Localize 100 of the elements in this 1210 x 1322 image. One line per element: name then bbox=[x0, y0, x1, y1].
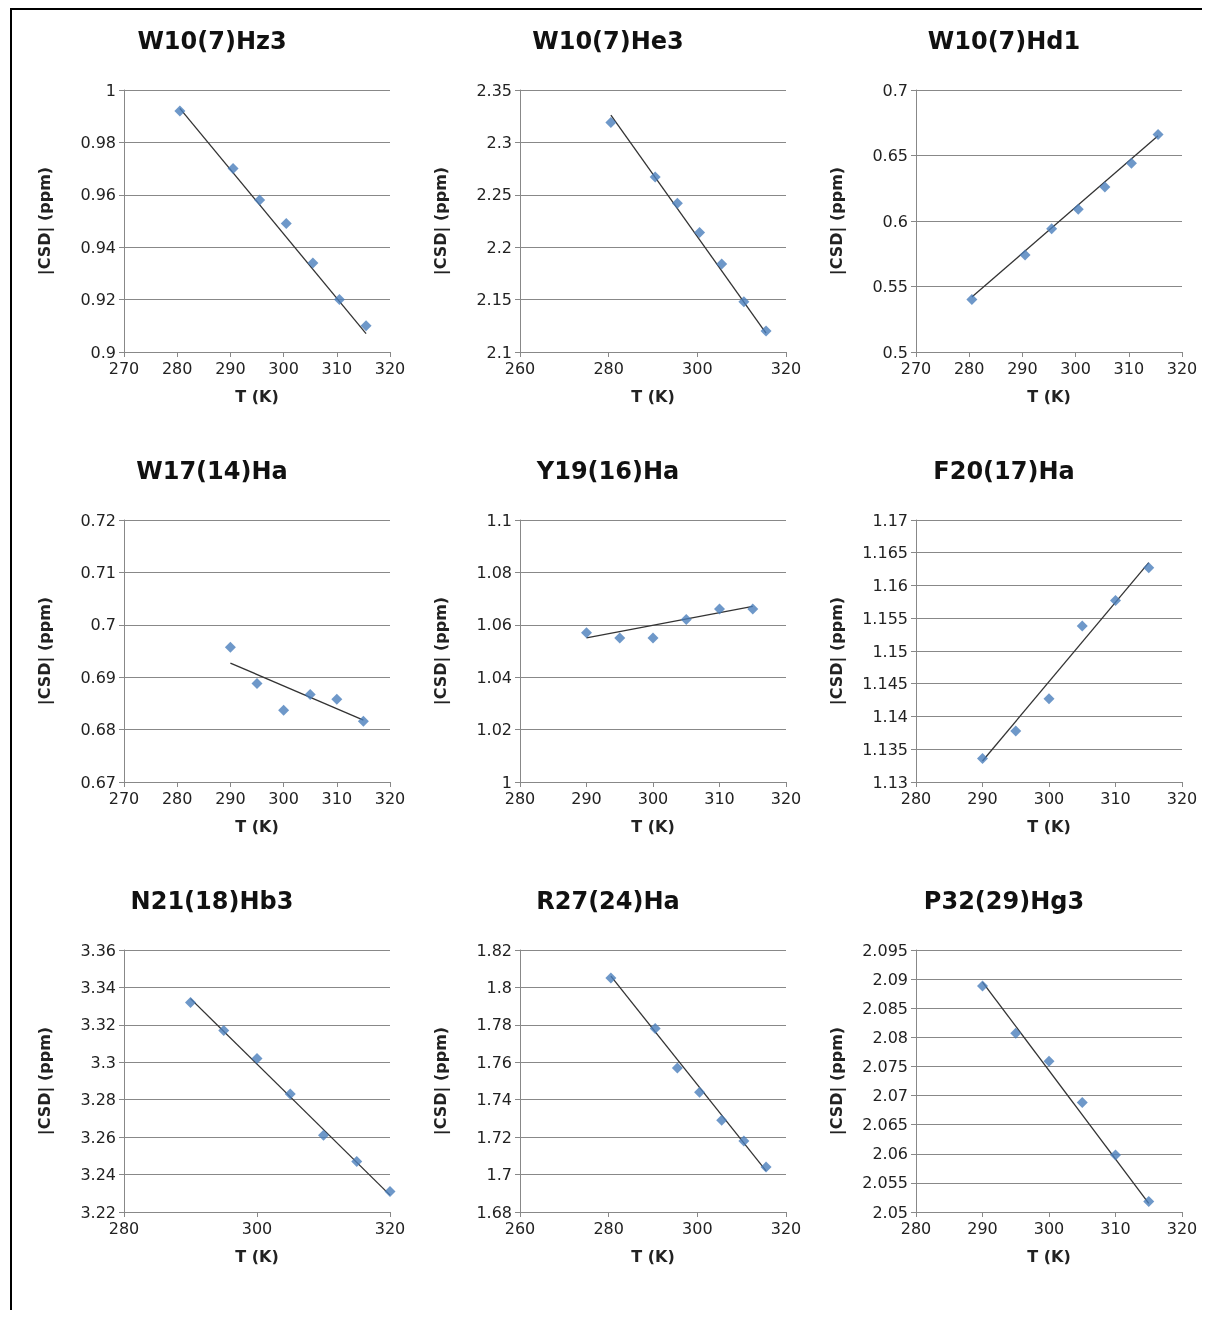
point bbox=[1110, 595, 1121, 607]
point bbox=[747, 603, 759, 615]
x-tick-label: 320 bbox=[770, 1218, 802, 1238]
chart-title: P32(29)Hg3 bbox=[923, 887, 1085, 915]
x-tick-label: 300 bbox=[637, 788, 669, 808]
point bbox=[1076, 1097, 1088, 1109]
x-tick-label: 300 bbox=[268, 358, 299, 378]
x-tick-label: 320 bbox=[374, 358, 406, 378]
point bbox=[649, 1023, 661, 1035]
y-tick-label: 1.02 bbox=[476, 720, 512, 740]
point bbox=[605, 972, 617, 984]
point bbox=[251, 677, 263, 689]
y-tick-label: 1.16 bbox=[872, 576, 908, 595]
point bbox=[738, 296, 750, 308]
y-tick-label: 1.72 bbox=[476, 1127, 512, 1147]
point bbox=[1010, 725, 1022, 737]
point bbox=[307, 257, 319, 269]
point bbox=[581, 627, 592, 639]
point bbox=[1152, 129, 1164, 141]
y-tick-label: 1.14 bbox=[872, 707, 908, 726]
y-tick-label: 1.17 bbox=[872, 510, 908, 530]
point bbox=[351, 1155, 363, 1167]
y-tick-label: 2.07 bbox=[872, 1086, 908, 1106]
y-tick-label: 2.25 bbox=[476, 185, 512, 205]
chart-title: F20(17)Ha bbox=[933, 457, 1075, 485]
point bbox=[1143, 1196, 1155, 1208]
x-tick-label: 300 bbox=[682, 1218, 713, 1238]
point bbox=[716, 1114, 728, 1126]
x-tick-label: 280 bbox=[593, 358, 624, 378]
y-tick-label: 0.98 bbox=[80, 132, 116, 152]
y-tick-label: 2.065 bbox=[862, 1115, 908, 1135]
point bbox=[360, 320, 372, 332]
y-tick-label: 2.075 bbox=[862, 1056, 908, 1076]
point bbox=[671, 1062, 683, 1074]
y-axis-title: |CSD| (ppm) bbox=[430, 596, 451, 706]
x-tick-label: 320 bbox=[1166, 788, 1198, 808]
y-tick-label: 0.92 bbox=[80, 290, 116, 310]
y-tick-label: 2.15 bbox=[476, 290, 512, 310]
x-tick-label: 320 bbox=[374, 788, 406, 808]
y-axis-title: |CSD| (ppm) bbox=[34, 1026, 55, 1136]
point bbox=[284, 1088, 296, 1100]
point bbox=[227, 163, 239, 175]
point bbox=[1010, 1027, 1022, 1039]
point bbox=[647, 632, 659, 644]
y-tick-label: 1.7 bbox=[486, 1165, 512, 1185]
point bbox=[1043, 693, 1055, 705]
y-tick-label: 2.085 bbox=[862, 998, 908, 1018]
y-tick-label: 3.36 bbox=[80, 940, 116, 960]
y-axis-title: |CSD| (ppm) bbox=[826, 1026, 847, 1136]
point bbox=[304, 688, 316, 700]
x-axis-title: T (K) bbox=[1027, 1246, 1071, 1266]
x-tick-label: 300 bbox=[241, 1218, 273, 1238]
y-tick-label: 0.6 bbox=[882, 211, 908, 231]
x-axis-title: T (K) bbox=[1027, 386, 1071, 406]
x-axis-title: T (K) bbox=[235, 386, 279, 406]
y-tick-label: 0.94 bbox=[80, 237, 116, 257]
y-tick-label: 0.71 bbox=[80, 562, 116, 582]
point bbox=[649, 171, 661, 183]
y-tick-label: 2.2 bbox=[486, 237, 512, 257]
x-axis-title: T (K) bbox=[1027, 816, 1071, 836]
y-tick-label: 1.74 bbox=[476, 1090, 512, 1110]
x-tick-label: 310 bbox=[1113, 358, 1145, 378]
y-tick-label: 2.09 bbox=[872, 969, 908, 989]
y-tick-label: 0.69 bbox=[80, 667, 116, 687]
x-tick-label: 310 bbox=[321, 358, 353, 378]
x-tick-label: 310 bbox=[704, 788, 735, 808]
y-tick-label: 0.55 bbox=[872, 277, 908, 296]
y-tick-label: 0.65 bbox=[872, 146, 908, 165]
point bbox=[384, 1185, 396, 1197]
y-tick-label: 2.095 bbox=[862, 940, 908, 960]
point bbox=[966, 294, 978, 306]
point bbox=[738, 1135, 750, 1147]
x-axis-title: T (K) bbox=[235, 1246, 279, 1266]
point bbox=[680, 614, 692, 626]
point bbox=[331, 693, 343, 705]
point bbox=[694, 1086, 706, 1098]
y-tick-label: 0.72 bbox=[80, 510, 116, 530]
point bbox=[280, 218, 292, 230]
point bbox=[318, 1129, 329, 1141]
point bbox=[174, 105, 186, 117]
x-tick-label: 320 bbox=[374, 1218, 406, 1238]
x-tick-label: 290 bbox=[1007, 358, 1038, 378]
y-tick-label: 3.24 bbox=[80, 1165, 116, 1185]
y-tick-label: 0.7 bbox=[90, 615, 116, 635]
point bbox=[605, 116, 617, 128]
point bbox=[760, 325, 772, 337]
point bbox=[614, 632, 626, 644]
point bbox=[977, 752, 988, 764]
x-tick-label: 280 bbox=[161, 788, 193, 808]
y-tick-label: 2.35 bbox=[476, 80, 512, 100]
x-tick-label: 280 bbox=[593, 1218, 624, 1238]
y-tick-label: 1.8 bbox=[486, 977, 512, 997]
x-tick-label: 300 bbox=[268, 788, 299, 808]
y-tick-label: 1.165 bbox=[862, 543, 908, 563]
y-axis-title: |CSD| (ppm) bbox=[826, 166, 847, 276]
y-tick-label: 3.26 bbox=[80, 1127, 116, 1147]
x-axis-title: T (K) bbox=[631, 1246, 675, 1266]
point bbox=[251, 1053, 263, 1065]
y-tick-label: 1.08 bbox=[476, 562, 512, 582]
point bbox=[1125, 157, 1137, 169]
